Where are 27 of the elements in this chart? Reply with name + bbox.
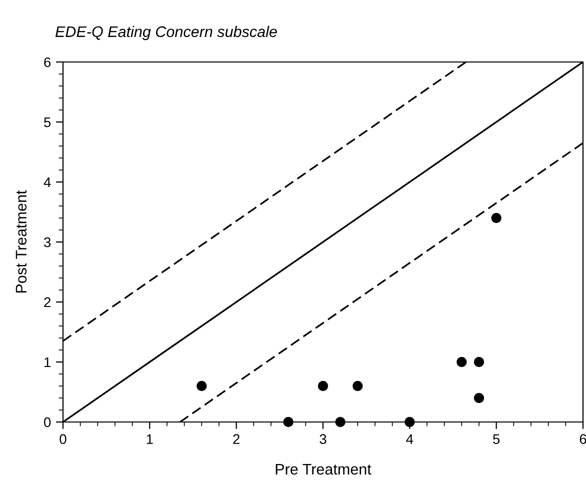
- x-tick-label: 1: [146, 434, 153, 444]
- point: [474, 356, 484, 368]
- point: [474, 392, 484, 404]
- point: [196, 380, 207, 392]
- x-tick-label: 4: [406, 434, 414, 444]
- point: [456, 356, 467, 368]
- chart-title: EDE-Q Eating Concern subscale: [55, 26, 277, 40]
- y-tick-label: 4: [44, 177, 51, 188]
- x-tick-label: 5: [493, 434, 500, 444]
- x-tick-label: 0: [60, 434, 66, 444]
- x-tick-label: 2: [233, 434, 240, 444]
- point: [335, 416, 346, 428]
- x-tick-label: 6: [580, 434, 586, 444]
- y-tick-label: 5: [44, 117, 51, 128]
- y-tick-label: 3: [44, 237, 51, 248]
- y-tick-label: 1: [44, 357, 51, 368]
- point: [318, 380, 328, 392]
- y-tick-label: 2: [44, 297, 50, 308]
- y-axis-title: Post Treatment: [16, 190, 27, 293]
- point: [283, 416, 294, 428]
- y-tick-label: 0: [44, 417, 51, 428]
- x-axis-title: Pre Treatment: [276, 464, 372, 475]
- point: [491, 212, 502, 224]
- point: [404, 416, 415, 428]
- y-tick-label: 6: [44, 57, 51, 68]
- x-tick-label: 3: [320, 434, 326, 444]
- point: [352, 380, 363, 392]
